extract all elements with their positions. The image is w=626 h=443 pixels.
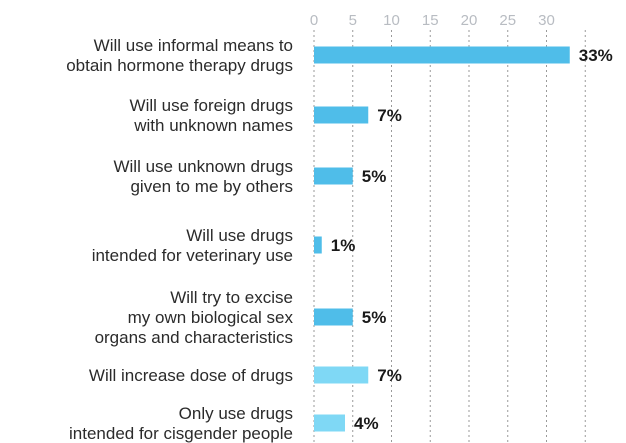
bars (314, 46, 570, 432)
category-label: Will use foreign drugs with unknown names (130, 96, 293, 135)
category-label-line: with unknown names (133, 116, 293, 135)
category-label-line: Will try to excise (170, 288, 293, 307)
category-label-line: Will use informal means to (94, 36, 293, 55)
value-label: 5% (362, 308, 387, 327)
value-label: 1% (331, 236, 356, 255)
category-label-line: Only use drugs (179, 404, 293, 423)
category-label-line: my own biological sex (128, 308, 294, 327)
category-label-line: Will use drugs (186, 226, 293, 245)
value-labels: 33% 7% 5% 1% 5% 7% 4% (331, 46, 613, 433)
category-label: Will increase dose of drugs (89, 366, 293, 385)
bar (314, 236, 322, 254)
x-tick-label: 15 (422, 12, 439, 29)
category-label-line: Will use unknown drugs (113, 157, 293, 176)
category-label-line: intended for veterinary use (92, 246, 293, 265)
value-label: 7% (377, 106, 402, 125)
bar (314, 167, 353, 185)
category-label: Will use informal means to obtain hormone… (66, 36, 293, 75)
x-tick-label: 5 (349, 12, 357, 29)
category-label-line: obtain hormone therapy drugs (66, 56, 293, 75)
category-label-line: given to me by others (130, 177, 293, 196)
category-label: Will use drugs intended for veterinary us… (92, 226, 293, 265)
x-tick-label: 30 (538, 12, 555, 29)
x-tick-label: 20 (461, 12, 478, 29)
category-label-line: Will increase dose of drugs (89, 366, 293, 385)
bar (314, 106, 369, 124)
bar (314, 308, 353, 326)
category-label-line: organs and characteristics (95, 328, 293, 347)
value-label: 33% (579, 46, 613, 65)
category-label: Only use drugs intended for cisgender peo… (69, 404, 293, 443)
category-label-line: intended for cisgender people (69, 424, 293, 443)
bar (314, 46, 570, 64)
category-label: Will try to excise my own biological sex o… (95, 288, 294, 347)
x-tick-label: 0 (310, 12, 318, 29)
x-axis-tick-labels: 0 5 10 15 20 25 30 (310, 12, 555, 29)
category-label-line: Will use foreign drugs (130, 96, 293, 115)
value-label: 7% (377, 366, 402, 385)
value-label: 5% (362, 167, 387, 186)
value-label: 4% (354, 414, 379, 433)
x-tick-label: 25 (499, 12, 516, 29)
category-labels: Will use informal means to obtain hormone… (66, 36, 293, 443)
bar (314, 366, 369, 384)
x-tick-label: 10 (383, 12, 400, 29)
bar (314, 414, 345, 432)
category-label: Will use unknown drugs given to me by oth… (113, 157, 293, 196)
